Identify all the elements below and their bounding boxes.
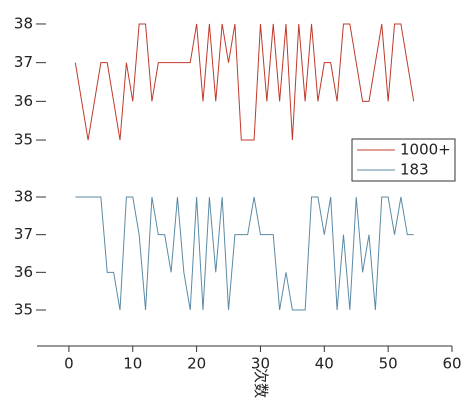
x-tick-label: 50 [379,355,398,373]
y-tick-label: 36 [14,92,33,110]
y-tick-label: 37 [14,53,33,71]
y-tick-label: 35 [14,300,33,318]
legend-label: 183 [400,161,429,179]
x-tick-label: 60 [442,355,461,373]
x-tick-label: 20 [187,355,206,373]
x-tick-label: 10 [123,355,142,373]
data-line [74,23,415,141]
y-tick-label: 38 [14,14,33,32]
y-tick-label: 36 [14,263,33,281]
x-tick-label: 30 [251,355,270,373]
x-axis-label: 次数 [252,368,270,398]
x-tick-label: 0 [64,355,74,373]
legend-box [351,138,456,182]
x-tick-label: 40 [315,355,334,373]
y-tick-label: 35 [14,131,33,149]
data-line [75,196,414,311]
legend-label: 1000+ [400,141,451,159]
y-tick-label: 38 [14,188,33,206]
y-tick-label: 37 [14,225,33,243]
